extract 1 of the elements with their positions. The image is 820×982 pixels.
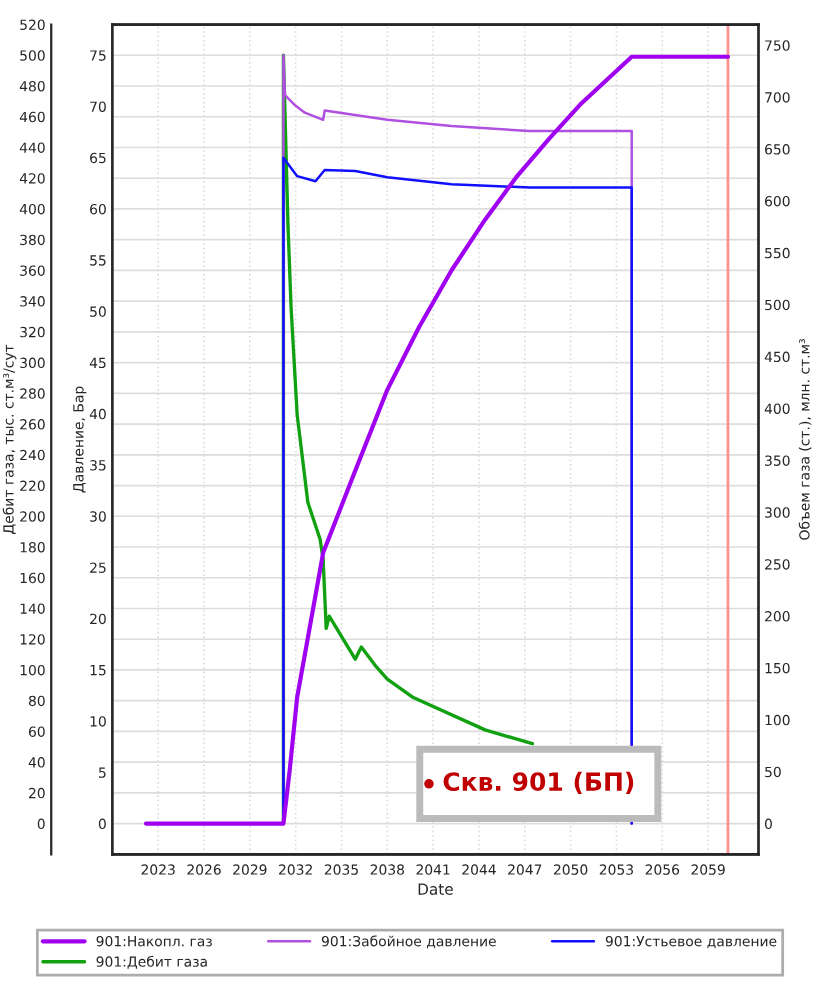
annotation: Скв. 901 (БП) xyxy=(443,771,634,794)
